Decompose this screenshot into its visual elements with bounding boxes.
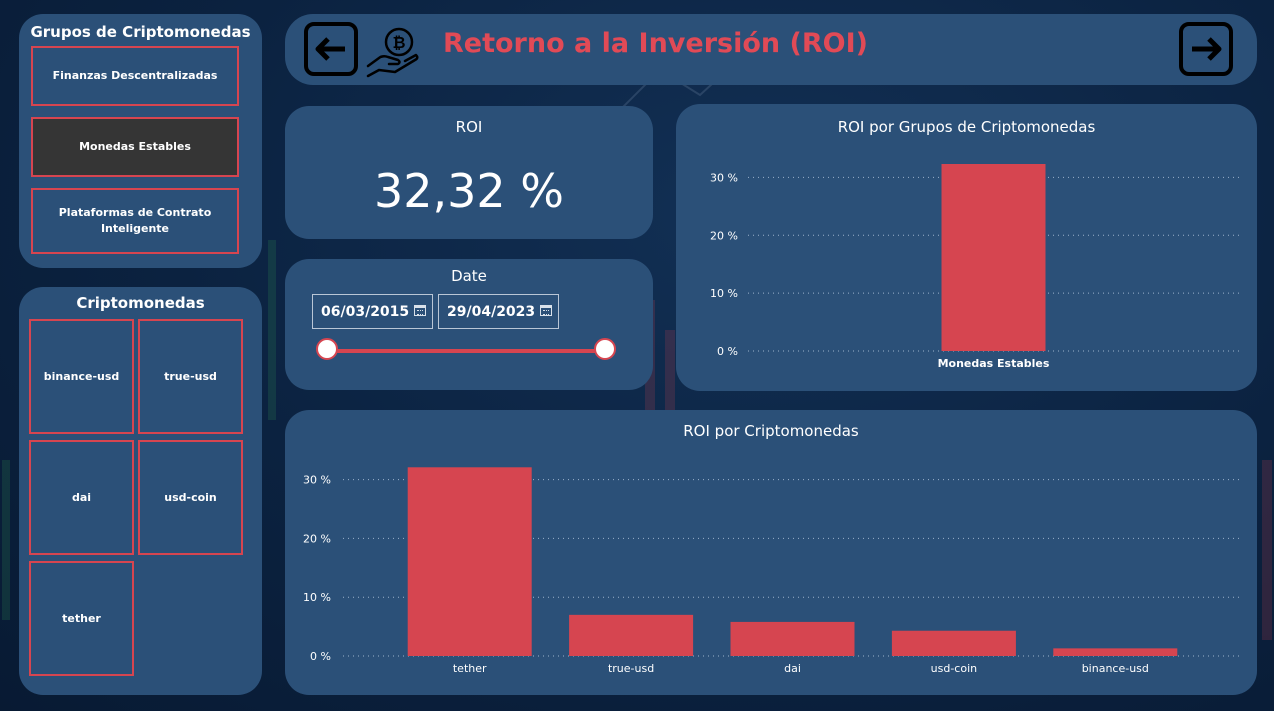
coin-item-dai[interactable]: dai	[29, 440, 134, 555]
x-tick-label: binance-usd	[1082, 662, 1149, 675]
x-tick-label: dai	[784, 662, 801, 675]
end-date-input[interactable]: 29/04/2023	[438, 294, 559, 329]
y-tick-label: 20 %	[303, 532, 331, 545]
page-header: ₿ Retorno a la Inversión (ROI)	[285, 14, 1257, 85]
svg-text:₿: ₿	[392, 33, 405, 52]
roi-by-coin-chart: ROI por Criptomonedas 0 % 10 % 20 % 30 % tet…	[285, 410, 1257, 695]
group-item-finanzas-descentralizadas[interactable]: Finanzas Descentralizadas	[31, 46, 239, 106]
arrow-left-icon	[315, 37, 345, 61]
x-tick-label: usd-coin	[931, 662, 977, 675]
start-date-value: 06/03/2015	[321, 303, 410, 320]
x-tick-label: true-usd	[608, 662, 654, 675]
calendar-icon[interactable]	[414, 305, 426, 316]
coin-item-binance-usd[interactable]: binance-usd	[29, 319, 134, 434]
y-tick-label: 0 %	[717, 345, 738, 358]
roi-by-group-chart: ROI por Grupos de Criptomonedas 0 % 10 % 2…	[676, 104, 1257, 391]
kpi-value: 32,32 %	[373, 164, 565, 218]
y-tick-label: 10 %	[303, 591, 331, 604]
date-range-slicer: Date 06/03/2015 29/04/2023	[285, 259, 653, 390]
group-item-plataformas-contrato[interactable]: Plataformas de Contrato Inteligente	[31, 188, 239, 254]
bitcoin-hand-icon: ₿	[366, 27, 419, 78]
group-item-monedas-estables[interactable]: Monedas Estables	[31, 117, 239, 177]
bar-true-usd[interactable]	[569, 614, 694, 656]
end-date-value: 29/04/2023	[447, 303, 536, 320]
y-tick-label: 30 %	[710, 171, 738, 184]
groups-slicer-title: Grupos de Criptomonedas	[30, 23, 251, 41]
bar-tether[interactable]	[407, 467, 532, 656]
date-slicer-title: Date	[451, 267, 487, 285]
bar-usd-coin[interactable]	[891, 630, 1016, 656]
calendar-icon[interactable]	[540, 305, 552, 316]
y-tick-label: 10 %	[710, 287, 738, 300]
x-tick-label: Monedas Estables	[938, 357, 1050, 370]
x-tick-label: tether	[453, 662, 487, 675]
coin-item-usd-coin[interactable]: usd-coin	[138, 440, 243, 555]
back-button[interactable]	[304, 22, 358, 76]
bar-binance-usd[interactable]	[1053, 648, 1178, 656]
start-date-input[interactable]: 06/03/2015	[312, 294, 433, 329]
forward-button[interactable]	[1179, 22, 1233, 76]
page-title: Retorno a la Inversión (ROI)	[443, 28, 868, 59]
crypto-groups-slicer: Grupos de Criptomonedas Finanzas Descent…	[19, 14, 262, 268]
coins-slicer-title: Criptomonedas	[76, 294, 205, 312]
y-tick-label: 20 %	[710, 229, 738, 242]
roi-by-group-plot: 0 % 10 % 20 % 30 % Monedas Estables	[710, 164, 1239, 370]
y-tick-label: 0 %	[310, 650, 331, 663]
date-slider-end-handle[interactable]	[594, 338, 616, 360]
date-slider-start-handle[interactable]	[316, 338, 338, 360]
chart-title: ROI por Criptomonedas	[683, 422, 859, 440]
chart-title: ROI por Grupos de Criptomonedas	[837, 118, 1096, 136]
roi-kpi-card: ROI 32,32 %	[285, 106, 653, 239]
roi-by-coin-plot: 0 % 10 % 20 % 30 % tether true-usd dai usd-coin…	[303, 467, 1240, 675]
kpi-label: ROI	[455, 118, 483, 136]
arrow-right-icon	[1192, 37, 1222, 61]
y-tick-label: 30 %	[303, 474, 331, 487]
bar-dai[interactable]	[730, 621, 855, 656]
coin-item-tether[interactable]: tether	[29, 561, 134, 676]
bar-Monedas Estables[interactable]	[941, 164, 1046, 351]
crypto-coins-slicer: Criptomonedas binance-usd true-usd dai u…	[19, 287, 262, 695]
date-slider-track[interactable]	[327, 349, 605, 353]
coin-item-true-usd[interactable]: true-usd	[138, 319, 243, 434]
